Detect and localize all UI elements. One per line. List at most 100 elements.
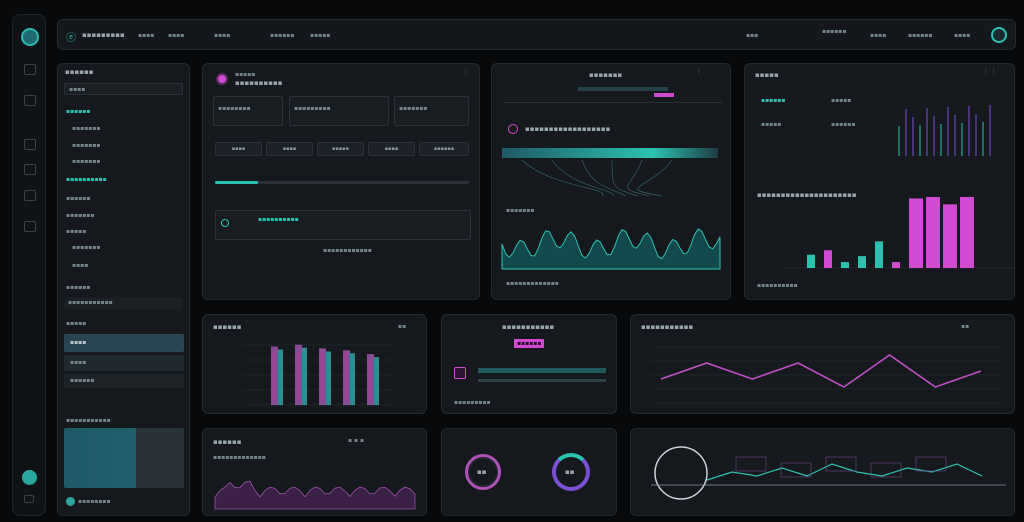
stat-3: ▪▪▪▪▪ [761, 121, 782, 128]
stats-footer: ▪▪▪▪▪▪▪▪▪▪ [757, 282, 798, 289]
sidebar-list-item-3[interactable]: ▪▪▪▪ [64, 334, 184, 352]
nav-item-2[interactable]: ▪▪▪▪ [168, 32, 185, 39]
doc-icon[interactable] [24, 64, 36, 75]
bar [858, 256, 866, 268]
bar [367, 354, 374, 405]
gauge-left [465, 454, 501, 490]
top-right-1[interactable]: ▪▪▪ [746, 32, 759, 39]
sidebar-footer-label: ▪▪▪▪▪▪▪▪▪▪▪ [66, 417, 111, 424]
trend-line-chart [651, 346, 1001, 404]
bar [943, 204, 957, 268]
columns-panel-right[interactable]: ▪▪ [398, 323, 407, 330]
top-right-2[interactable]: ▪▪▪▪▪▪ [822, 28, 847, 35]
app-title: ▪▪▪▪▪▪▪▪▪ [82, 31, 125, 39]
left-rail [12, 14, 46, 516]
stats-panel: ▪▪▪▪▪ ⋮ ⋮ ▪▪▪▪▪▪ ▪▪▪▪▪ ▪▪▪▪▪ ▪▪▪▪▪▪ ▪▪▪▪… [744, 63, 1015, 300]
panel-a-row-1[interactable]: ▪▪▪▪▪▪▪▪▪▪ [215, 210, 471, 240]
nav-item-3[interactable]: ▪▪▪▪ [214, 32, 231, 39]
profile-icon[interactable] [991, 27, 1007, 43]
sidebar-group-5[interactable]: ▪▪▪▪▪ [66, 228, 87, 235]
column-chart [243, 344, 393, 406]
sidebar-list-item-4[interactable]: ▪▪▪▪ [64, 355, 184, 371]
top-right-4[interactable]: ▪▪▪▪▪▪ [908, 32, 933, 39]
area-fill [214, 480, 416, 510]
gauges-panel: ▪▪ ▪▪ [441, 428, 617, 516]
control-panel-subtitle: ▪▪▪▪▪ [235, 71, 256, 78]
bar [295, 344, 302, 405]
overlay-box [780, 462, 812, 478]
sidebar-item-1[interactable]: ▪▪▪▪▪▪▪ [72, 125, 101, 132]
grid-icon[interactable] [24, 95, 36, 106]
card-icon[interactable] [24, 139, 36, 150]
area-menu[interactable]: ▪ ▪ ▪ [348, 437, 365, 444]
bar [960, 196, 974, 268]
image-icon[interactable] [24, 190, 36, 201]
bar-chart [785, 196, 1015, 269]
control-panel: ▪▪▪▪▪ ▪▪▪▪▪▪▪▪▪▪ ⋮ ▪▪▪▪▪▪▪▪ ▪▪▪▪▪▪▪▪▪ ▪▪… [202, 63, 480, 300]
field-1[interactable]: ▪▪▪▪▪▪▪▪ [213, 96, 283, 126]
area-title: ▪▪▪▪▪▪ [213, 438, 242, 446]
user-avatar[interactable] [22, 470, 37, 485]
sankey-diagram [521, 159, 673, 197]
sidebar-item-5[interactable]: ▪▪▪▪ [72, 262, 89, 269]
wave-bar-3 [504, 102, 722, 103]
sidebar-search[interactable]: ▪▪▪▪ [64, 83, 183, 95]
chart-icon[interactable] [24, 164, 36, 175]
bar [926, 196, 940, 268]
summary-panel: ▪▪▪▪▪▪▪▪▪▪▪ ▪▪▪▪▪▪ ▪▪▪▪▪▪▪▪▪ [441, 314, 617, 414]
series-line [706, 463, 983, 481]
nav-item-4[interactable]: ▪▪▪▪▪▪ [270, 32, 295, 39]
filter-button-5[interactable]: ▪▪▪▪▪▪ [419, 142, 469, 156]
bar [278, 349, 283, 405]
control-panel-menu[interactable]: ⋮ [463, 69, 469, 76]
field-1-label: ▪▪▪▪▪▪▪▪ [218, 105, 251, 112]
area-chart [214, 480, 416, 510]
top-right-5[interactable]: ▪▪▪▪ [954, 32, 971, 39]
bar [892, 262, 900, 268]
sidebar-group-4[interactable]: ▪▪▪▪▪▪▪ [66, 212, 95, 219]
logo-icon[interactable] [21, 28, 39, 46]
filter-button-4[interactable]: ▪▪▪▪ [368, 142, 415, 156]
sidebar-group-3[interactable]: ▪▪▪▪▪▪ [66, 195, 91, 202]
filter-button-1[interactable]: ▪▪▪▪ [215, 142, 262, 156]
bar [807, 254, 815, 268]
gauge-right-value: ▪▪ [565, 468, 575, 476]
bar [841, 262, 849, 268]
progress-fill [215, 181, 259, 184]
bar [875, 241, 883, 268]
wave-area [501, 228, 721, 270]
trend-right[interactable]: ▪▪ [961, 323, 970, 330]
stats-panel-menu[interactable]: ⋮ ⋮ [983, 68, 997, 75]
logout-icon[interactable] [24, 495, 34, 503]
top-right-3[interactable]: ▪▪▪▪ [870, 32, 887, 39]
bar [374, 357, 379, 405]
sidebar-item-2[interactable]: ▪▪▪▪▪▪▪ [72, 142, 101, 149]
sidebar-list-item-5-label: ▪▪▪▪▪▪ [70, 377, 95, 384]
sidebar-footer-bottom[interactable]: ▪▪▪▪▪▪▪▪ [78, 498, 111, 505]
bar [326, 351, 331, 405]
gauge-left-value: ▪▪ [477, 468, 487, 476]
nav-item-5[interactable]: ▪▪▪▪▪ [310, 32, 331, 39]
settings-icon[interactable] [24, 221, 36, 232]
sidebar-item-3[interactable]: ▪▪▪▪▪▪▪ [72, 158, 101, 165]
sidebar-item-4[interactable]: ▪▪▪▪▪▪▪ [72, 244, 101, 251]
overlay-box [870, 462, 902, 478]
sidebar-list-item-1[interactable]: ▪▪▪▪▪▪▪▪▪▪▪ [64, 297, 183, 309]
sidebar-list-item-5[interactable]: ▪▪▪▪▪▪ [64, 374, 184, 388]
sidebar-group-2[interactable]: ▪▪▪▪▪▪▪▪▪▪ [66, 176, 107, 183]
filter-button-3[interactable]: ▪▪▪▪▪ [317, 142, 364, 156]
field-2-label: ▪▪▪▪▪▪▪▪▪ [294, 105, 331, 112]
brand-icon[interactable]: ⓔ [66, 33, 76, 44]
sidebar-list-item-2[interactable]: ▪▪▪▪▪ [66, 320, 87, 327]
field-2[interactable]: ▪▪▪▪▪▪▪▪▪ [289, 96, 389, 126]
field-3[interactable]: ▪▪▪▪▪▪▪ [394, 96, 469, 126]
sidebar-search-placeholder: ▪▪▪▪ [69, 86, 86, 93]
columns-panel-title: ▪▪▪▪▪▪ [213, 323, 242, 331]
nav-item-1[interactable]: ▪▪▪▪ [138, 32, 155, 39]
trend-panel: ▪▪▪▪▪▪▪▪▪▪▪ ▪▪ [630, 314, 1015, 414]
filter-button-2[interactable]: ▪▪▪▪ [266, 142, 313, 156]
wave-panel-menu[interactable]: ⋮ [696, 68, 702, 75]
sidebar-group-1[interactable]: ▪▪▪▪▪▪ [66, 108, 91, 115]
sidebar-header: ▪▪▪▪▪▪ [65, 68, 94, 76]
trend-title: ▪▪▪▪▪▪▪▪▪▪▪ [641, 323, 694, 331]
